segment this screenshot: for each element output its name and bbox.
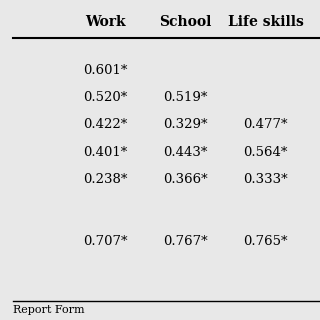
Text: 0.765*: 0.765* (243, 235, 288, 248)
Text: Life skills: Life skills (228, 15, 304, 29)
Text: 0.422*: 0.422* (84, 118, 128, 131)
Text: 0.519*: 0.519* (164, 91, 208, 104)
Text: Report Form: Report Form (13, 305, 84, 316)
Text: 0.601*: 0.601* (84, 64, 128, 77)
Text: 0.443*: 0.443* (164, 146, 208, 158)
Text: 0.401*: 0.401* (84, 146, 128, 158)
Text: School: School (159, 15, 212, 29)
Text: 0.707*: 0.707* (83, 235, 128, 248)
Text: 0.333*: 0.333* (243, 173, 288, 186)
Text: 0.329*: 0.329* (163, 118, 208, 131)
Text: 0.238*: 0.238* (84, 173, 128, 186)
Text: 0.477*: 0.477* (243, 118, 288, 131)
Text: 0.366*: 0.366* (163, 173, 208, 186)
Text: 0.520*: 0.520* (84, 91, 128, 104)
Text: 0.767*: 0.767* (163, 235, 208, 248)
Text: Work: Work (85, 15, 126, 29)
Text: 0.564*: 0.564* (244, 146, 288, 158)
